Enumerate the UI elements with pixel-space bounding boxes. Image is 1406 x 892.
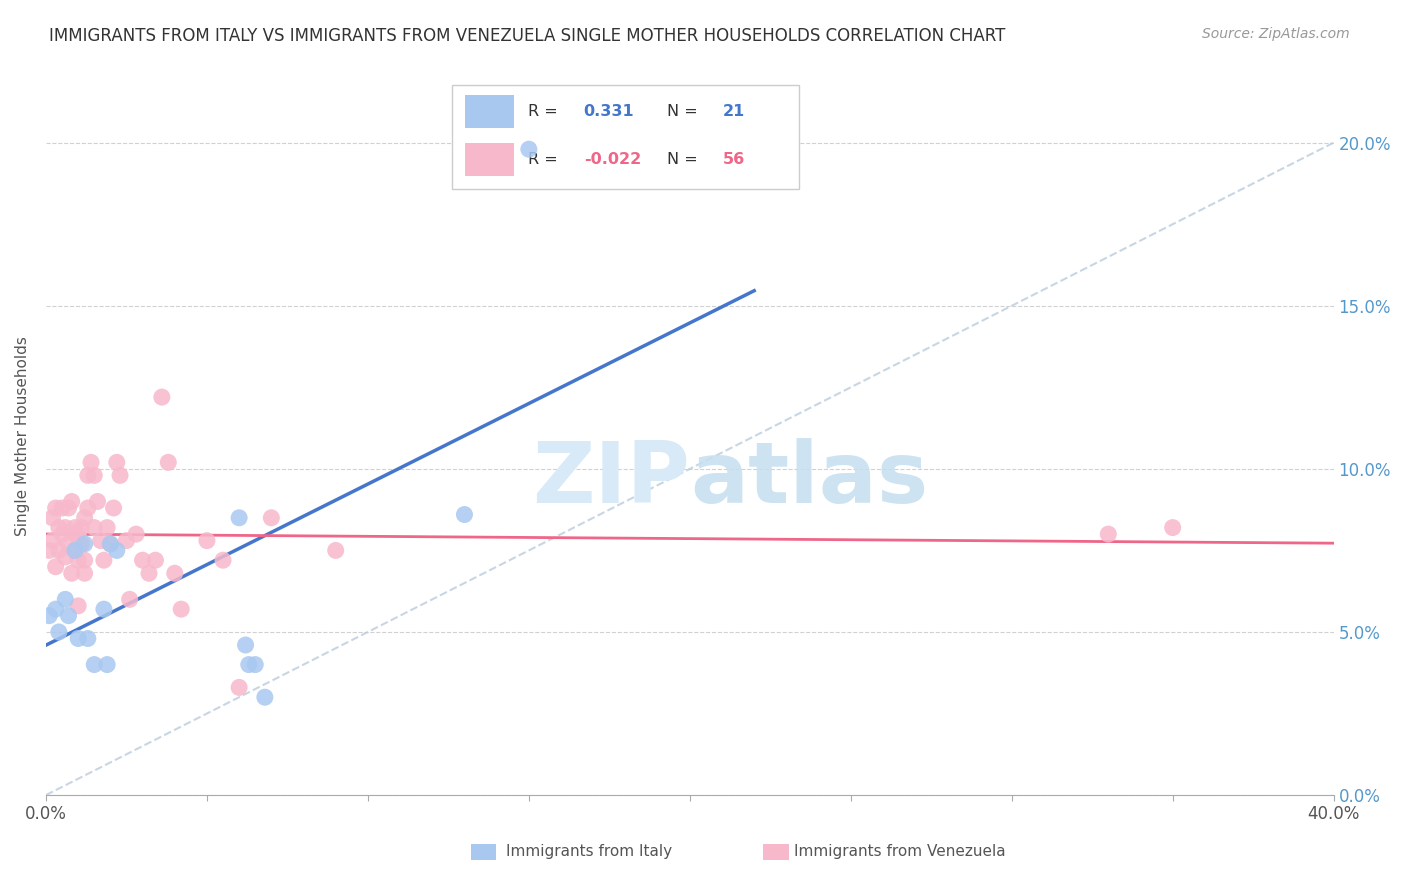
Point bbox=[70, 520, 93, 534]
Point bbox=[253, 690, 276, 705]
Text: Immigrants from Venezuela: Immigrants from Venezuela bbox=[794, 845, 1007, 859]
Point bbox=[60, 566, 83, 581]
Text: atlas: atlas bbox=[690, 438, 928, 521]
Point bbox=[76, 632, 98, 646]
Point bbox=[1097, 527, 1119, 541]
Point bbox=[150, 390, 173, 404]
Point bbox=[63, 543, 86, 558]
Point bbox=[67, 599, 90, 613]
Point bbox=[238, 657, 260, 672]
Point bbox=[63, 527, 86, 541]
Point bbox=[67, 527, 90, 541]
Point bbox=[118, 592, 141, 607]
Point bbox=[45, 501, 67, 516]
Point bbox=[60, 494, 83, 508]
Point bbox=[453, 508, 475, 522]
Point bbox=[73, 553, 96, 567]
Point bbox=[45, 559, 67, 574]
Point bbox=[93, 553, 115, 567]
Point bbox=[38, 608, 60, 623]
Point bbox=[131, 553, 153, 567]
Text: Immigrants from Italy: Immigrants from Italy bbox=[506, 845, 672, 859]
Point bbox=[83, 657, 105, 672]
Point bbox=[98, 537, 121, 551]
Point bbox=[63, 543, 86, 558]
Point bbox=[228, 510, 250, 524]
Point bbox=[517, 142, 540, 156]
Point bbox=[103, 501, 125, 516]
Point bbox=[93, 602, 115, 616]
Point bbox=[108, 468, 131, 483]
Point bbox=[41, 510, 63, 524]
Point bbox=[115, 533, 138, 548]
Point bbox=[86, 494, 108, 508]
Point bbox=[58, 537, 80, 551]
Point bbox=[98, 537, 121, 551]
Point bbox=[58, 608, 80, 623]
Point bbox=[51, 527, 73, 541]
Point bbox=[45, 602, 67, 616]
Point bbox=[212, 553, 235, 567]
Point bbox=[48, 543, 70, 558]
Point bbox=[76, 468, 98, 483]
Point bbox=[170, 602, 193, 616]
Point bbox=[145, 553, 167, 567]
Point bbox=[195, 533, 218, 548]
Point bbox=[228, 681, 250, 695]
Point bbox=[163, 566, 186, 581]
Text: IMMIGRANTS FROM ITALY VS IMMIGRANTS FROM VENEZUELA SINGLE MOTHER HOUSEHOLDS CORR: IMMIGRANTS FROM ITALY VS IMMIGRANTS FROM… bbox=[49, 27, 1005, 45]
Point bbox=[105, 543, 128, 558]
Point bbox=[138, 566, 160, 581]
Point bbox=[260, 510, 283, 524]
Point bbox=[53, 592, 76, 607]
Point bbox=[235, 638, 257, 652]
Point bbox=[245, 657, 267, 672]
Point bbox=[73, 537, 96, 551]
Point bbox=[73, 510, 96, 524]
Point bbox=[53, 549, 76, 564]
Y-axis label: Single Mother Households: Single Mother Households bbox=[15, 336, 30, 536]
Point bbox=[83, 468, 105, 483]
Point bbox=[67, 632, 90, 646]
Point bbox=[38, 543, 60, 558]
Point bbox=[125, 527, 148, 541]
Point bbox=[80, 455, 103, 469]
Point bbox=[76, 501, 98, 516]
Point bbox=[67, 553, 90, 567]
Text: Source: ZipAtlas.com: Source: ZipAtlas.com bbox=[1202, 27, 1350, 41]
Point bbox=[51, 501, 73, 516]
Point bbox=[105, 455, 128, 469]
Point bbox=[58, 501, 80, 516]
Point bbox=[83, 520, 105, 534]
Point bbox=[73, 566, 96, 581]
Point bbox=[325, 543, 347, 558]
Point bbox=[63, 520, 86, 534]
Point bbox=[96, 657, 118, 672]
Point bbox=[53, 520, 76, 534]
Point bbox=[48, 624, 70, 639]
Point bbox=[157, 455, 180, 469]
Point bbox=[1161, 520, 1184, 534]
Point bbox=[96, 520, 118, 534]
Point bbox=[41, 533, 63, 548]
Point bbox=[70, 537, 93, 551]
Text: ZIP: ZIP bbox=[531, 438, 690, 521]
Point bbox=[48, 520, 70, 534]
Point bbox=[90, 533, 112, 548]
